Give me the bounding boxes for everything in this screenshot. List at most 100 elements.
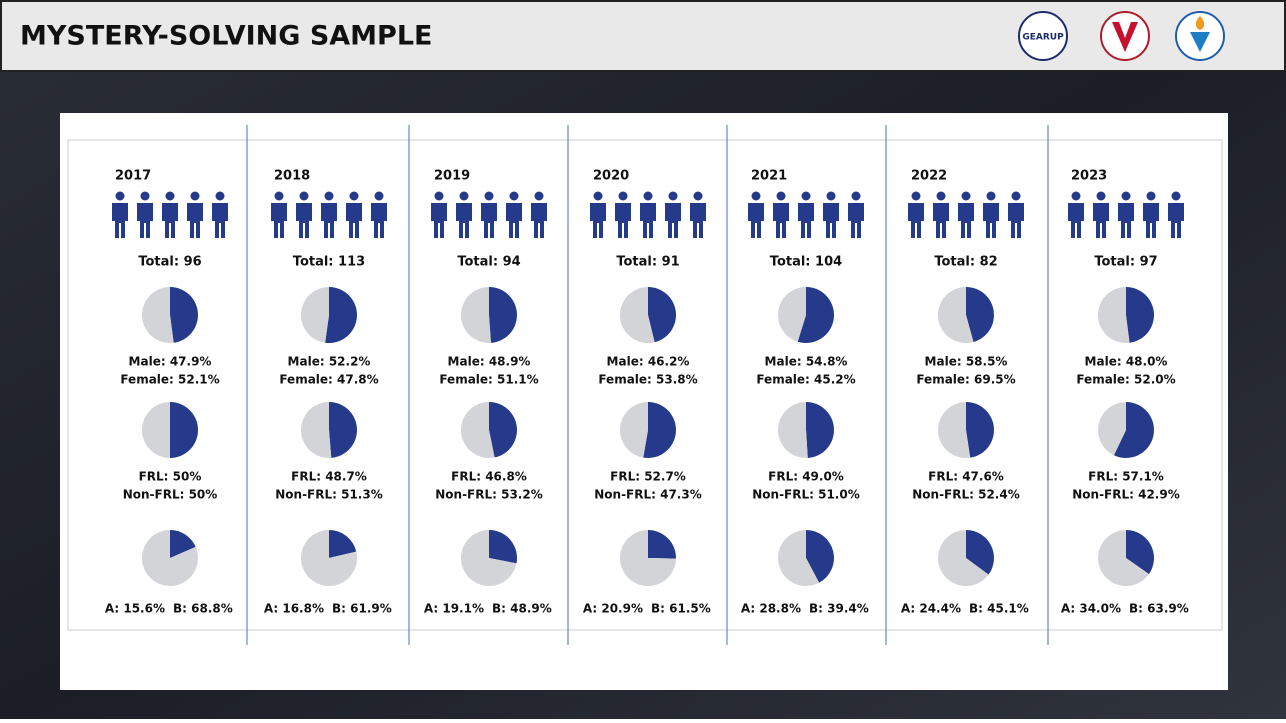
person-icon <box>801 191 811 201</box>
pie-slice <box>643 402 676 458</box>
person-icon <box>983 203 999 238</box>
pie-label: A: 20.9% <box>583 602 643 616</box>
person-icon <box>911 191 921 201</box>
person-icon <box>509 191 519 201</box>
pie-label: B: 39.4% <box>809 602 869 616</box>
year-label: 2023 <box>1071 169 1107 184</box>
slide-title: MYSTERY-SOLVING SAMPLE <box>20 21 432 52</box>
person-icon <box>324 191 334 201</box>
logo-mark <box>1195 16 1205 30</box>
pie-slice <box>142 530 198 587</box>
pie-slice <box>966 530 995 575</box>
pie-slice <box>1126 287 1155 343</box>
logo-mark <box>1190 32 1210 52</box>
logo <box>1018 11 1068 61</box>
person-icon <box>187 203 203 238</box>
person-icon <box>481 203 497 238</box>
person-icon <box>431 203 447 238</box>
pie-label: B: 63.9% <box>1129 602 1189 616</box>
logo-text: GEARUP <box>1022 33 1064 43</box>
person-icon <box>140 191 150 201</box>
pie-slice <box>489 287 518 343</box>
pie-label: Non-FRL: 47.3% <box>594 488 702 502</box>
pie-label: Female: 51.1% <box>439 373 538 387</box>
person-icon <box>961 191 971 201</box>
pie-label: Male: 48.9% <box>448 355 531 369</box>
person-icon <box>434 191 444 201</box>
pie-label: Male: 47.9% <box>129 355 212 369</box>
pie-slice <box>1098 402 1126 456</box>
pie-label: FRL: 57.1% <box>1088 470 1164 484</box>
pie-label: Male: 48.0% <box>1085 355 1168 369</box>
person-icon <box>986 191 996 201</box>
total-label: Total: 91 <box>616 255 679 270</box>
person-icon <box>346 203 362 238</box>
person-icon <box>1121 191 1131 201</box>
person-icon <box>618 191 628 201</box>
person-icon <box>321 203 337 238</box>
person-icon <box>162 203 178 238</box>
person-icon <box>1168 203 1184 238</box>
pie-label: FRL: 46.8% <box>451 470 527 484</box>
pie-slice <box>170 287 199 343</box>
person-icon <box>665 203 681 238</box>
person-icon <box>456 203 472 238</box>
logo <box>1100 11 1150 61</box>
person-icon <box>190 191 200 201</box>
person-icon <box>1011 191 1021 201</box>
total-label: Total: 104 <box>770 255 842 270</box>
person-icon <box>374 191 384 201</box>
person-icon <box>534 191 544 201</box>
pie-slice <box>938 287 974 343</box>
person-icon <box>371 203 387 238</box>
pie-label: Non-FRL: 53.2% <box>435 488 543 502</box>
person-icon <box>1068 203 1084 238</box>
pie-label: Non-FRL: 51.0% <box>752 488 860 502</box>
pie-slice <box>937 402 971 458</box>
person-icon <box>848 203 864 238</box>
person-icon <box>1146 191 1156 201</box>
person-icon <box>773 203 789 238</box>
pie-slice <box>778 402 808 458</box>
person-icon <box>936 191 946 201</box>
person-icon <box>271 203 287 238</box>
year-label: 2018 <box>274 169 310 184</box>
pie-label: Female: 53.8% <box>598 373 697 387</box>
pie-label: Non-FRL: 50% <box>123 488 218 502</box>
person-icon <box>668 191 678 201</box>
person-icon <box>212 203 228 238</box>
year-label: 2022 <box>911 169 947 184</box>
pie-slice <box>329 530 357 558</box>
year-label: 2021 <box>751 169 787 184</box>
pie-label: FRL: 50% <box>139 470 202 484</box>
person-icon <box>112 203 128 238</box>
pie-slice <box>1098 530 1149 586</box>
person-icon <box>349 191 359 201</box>
pie-slice <box>170 402 198 458</box>
total-label: Total: 96 <box>138 255 201 270</box>
person-icon <box>1118 203 1134 238</box>
pie-slice <box>806 530 835 583</box>
panel <box>60 113 1228 690</box>
pie-slice <box>142 402 170 458</box>
pie-slice <box>489 402 517 458</box>
pie-slice <box>461 530 517 586</box>
person-icon <box>615 203 631 238</box>
pie-label: B: 45.1% <box>969 602 1029 616</box>
pie-slice <box>1113 402 1154 459</box>
pie-slice <box>620 530 676 587</box>
pie-label: FRL: 52.7% <box>610 470 686 484</box>
pie-label: A: 28.8% <box>741 602 801 616</box>
year-label: 2017 <box>115 169 151 184</box>
pie-slice <box>142 287 174 343</box>
person-icon <box>484 191 494 201</box>
person-icon <box>1093 203 1109 238</box>
pie-label: FRL: 48.7% <box>291 470 367 484</box>
pie-slice <box>797 287 834 343</box>
pie-label: Female: 45.2% <box>756 373 855 387</box>
pie-label: Female: 69.5% <box>916 373 1015 387</box>
person-icon <box>531 203 547 238</box>
header-bar <box>0 0 1286 72</box>
total-label: Total: 113 <box>293 255 365 270</box>
